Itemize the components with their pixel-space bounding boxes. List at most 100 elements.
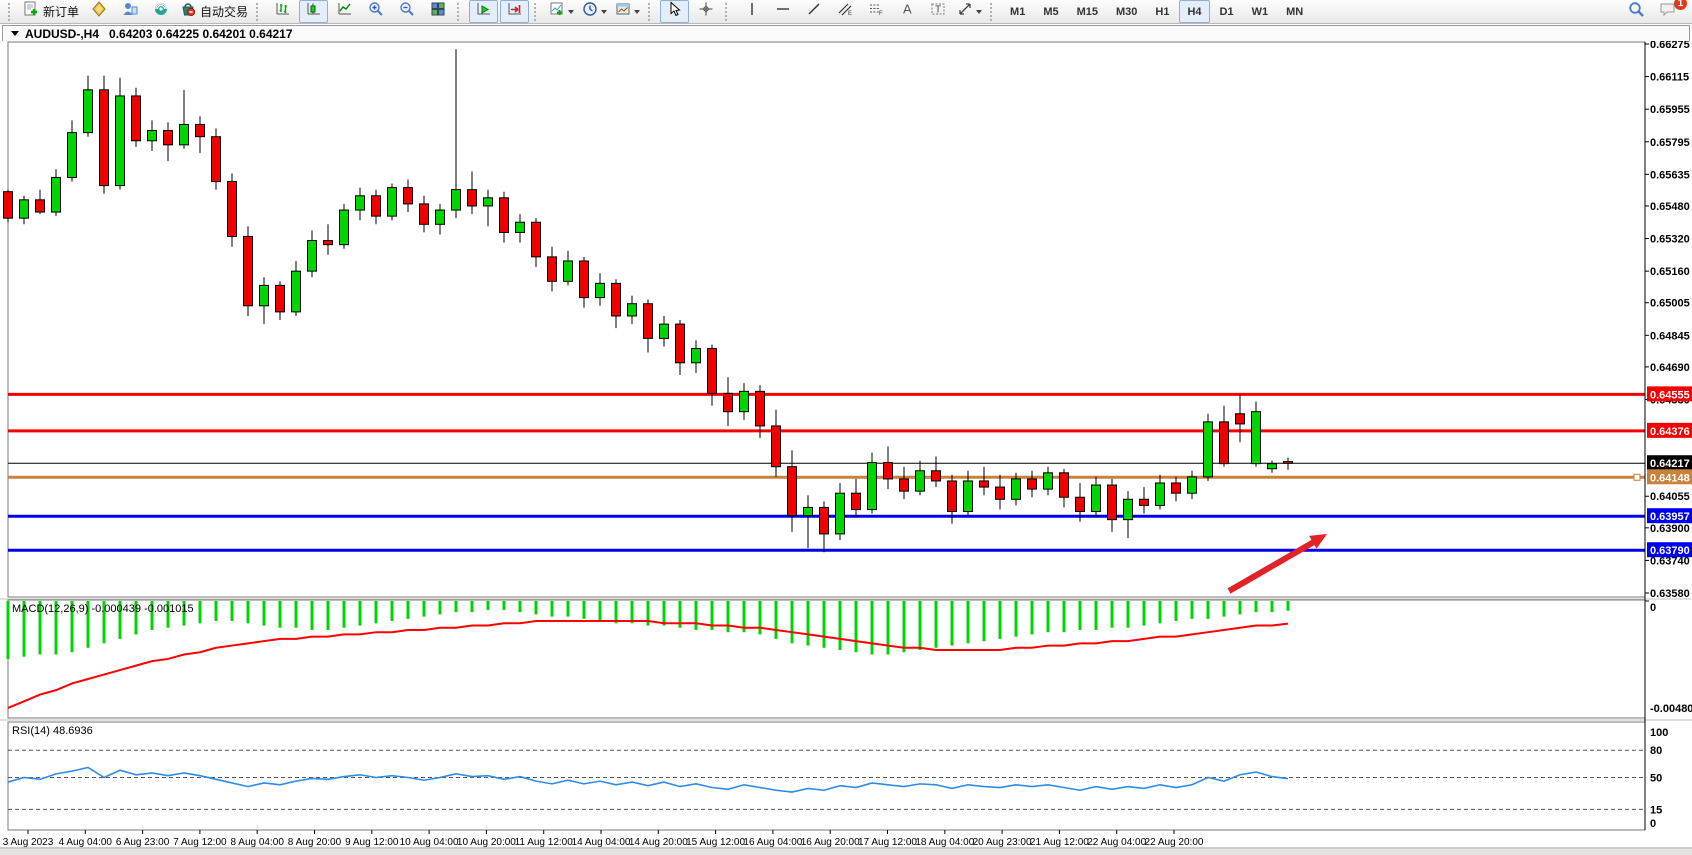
candle-bull[interactable] — [515, 221, 525, 233]
candle-bull[interactable] — [1011, 478, 1021, 500]
tile-windows-button[interactable] — [423, 0, 452, 23]
candle-bull[interactable] — [259, 284, 269, 307]
candle-bull[interactable] — [387, 187, 397, 217]
candle-bull[interactable] — [1267, 463, 1277, 470]
candle-bull[interactable] — [1187, 476, 1197, 494]
candle-bull[interactable] — [355, 195, 365, 211]
candle-bear[interactable] — [499, 197, 509, 233]
candle-bull[interactable] — [147, 130, 157, 142]
trendline-button[interactable] — [799, 0, 828, 23]
candle-bear[interactable] — [3, 191, 13, 219]
chart-canvas[interactable]: 0.66275 0.66115 0.65955 0.65795 0.65635 0.654… — [0, 41, 1692, 855]
candle-bull[interactable] — [19, 199, 29, 219]
autotrading-button[interactable]: 自动交易 — [177, 0, 251, 23]
candle-bull[interactable] — [451, 189, 461, 211]
candle-bear[interactable] — [1235, 413, 1245, 425]
candle-bear[interactable] — [771, 425, 781, 468]
macd-signal-line[interactable] — [7, 620, 1289, 709]
orange-line-handle[interactable] — [1633, 473, 1641, 481]
candle-bull[interactable] — [803, 506, 813, 517]
channel-button[interactable]: E — [830, 0, 859, 23]
macd-panel[interactable] — [7, 599, 1646, 719]
periods-button[interactable] — [579, 0, 610, 23]
candle-bear[interactable] — [275, 284, 285, 313]
candle-bear[interactable] — [1075, 496, 1085, 513]
text-button[interactable]: A — [892, 0, 921, 23]
templates-button[interactable] — [612, 0, 643, 23]
candle-bull[interactable] — [627, 303, 637, 317]
candle-bear[interactable] — [211, 136, 221, 183]
candle-bear[interactable] — [819, 506, 829, 535]
main-panel[interactable] — [7, 41, 1646, 598]
toolbar-grip[interactable] — [990, 2, 997, 21]
fibonacci-button[interactable]: F — [861, 0, 890, 23]
candle-bear[interactable] — [323, 240, 333, 246]
timeframe-button-M30[interactable]: M30 — [1108, 0, 1145, 23]
candle-bear[interactable] — [531, 221, 541, 258]
candle-bear[interactable] — [883, 462, 893, 480]
crosshair-button[interactable] — [691, 0, 720, 23]
indicators-button[interactable] — [546, 0, 577, 23]
candle-bear[interactable] — [467, 189, 477, 207]
candle-bear[interactable] — [419, 203, 429, 225]
indicators-dropdown-caret[interactable] — [568, 9, 575, 14]
candle-bull[interactable] — [595, 282, 605, 299]
candle-bull[interactable] — [963, 480, 973, 513]
candle-bear[interactable] — [163, 130, 173, 146]
candle-bear[interactable] — [1283, 461, 1293, 464]
candle-bear[interactable] — [851, 492, 861, 510]
candle-bull[interactable] — [867, 462, 877, 510]
candle-bull[interactable] — [179, 123, 189, 146]
candle-bear[interactable] — [723, 392, 733, 413]
candle-bull[interactable] — [1043, 472, 1053, 490]
zoom-in-button[interactable] — [361, 0, 390, 23]
candlestick-button[interactable] — [299, 0, 329, 23]
candle-bull[interactable] — [1155, 482, 1165, 506]
candle-bear[interactable] — [579, 260, 589, 299]
candle-bear[interactable] — [947, 480, 957, 513]
candle-bear[interactable] — [931, 470, 941, 482]
candle-bull[interactable] — [1203, 421, 1213, 478]
candle-bear[interactable] — [35, 199, 45, 213]
candle-bull[interactable] — [291, 270, 301, 313]
candle-bull[interactable] — [339, 209, 349, 246]
candle-bear[interactable] — [99, 89, 109, 187]
timeframe-button-M15[interactable]: M15 — [1069, 0, 1106, 23]
timeframe-button-M5[interactable]: M5 — [1035, 0, 1066, 23]
candle-bull[interactable] — [307, 240, 317, 272]
candle-bear[interactable] — [995, 486, 1005, 500]
candle-bull[interactable] — [835, 492, 845, 535]
toolbar-grip[interactable] — [457, 2, 464, 21]
candle-bear[interactable] — [1107, 484, 1117, 521]
templates-dropdown-caret[interactable] — [634, 9, 641, 14]
timeframe-button-H1[interactable]: H1 — [1147, 0, 1177, 23]
timeframe-button-M1[interactable]: M1 — [1002, 0, 1033, 23]
timeframe-button-H4[interactable]: H4 — [1179, 0, 1210, 23]
candle-bear[interactable] — [1027, 478, 1037, 490]
search-button[interactable] — [1622, 0, 1651, 23]
candle-bull[interactable] — [659, 323, 669, 339]
candle-bull[interactable] — [1123, 498, 1133, 521]
candle-bear[interactable] — [1171, 482, 1181, 494]
candle-bear[interactable] — [547, 256, 557, 282]
candle-bull[interactable] — [739, 390, 749, 413]
text-label-button[interactable]: T — [923, 0, 952, 23]
auto-scroll-button[interactable] — [469, 0, 499, 23]
chart-title-bar[interactable]: AUDUSD-,H4 0.64203 0.64225 0.64201 0.642… — [2, 25, 1690, 41]
candle-bear[interactable] — [755, 390, 765, 427]
candle-bear[interactable] — [611, 282, 621, 317]
candle-bull[interactable] — [67, 132, 77, 178]
candle-bull[interactable] — [691, 348, 701, 364]
candle-bull[interactable] — [83, 89, 93, 134]
rsi-panel[interactable] — [7, 721, 1646, 831]
candle-bear[interactable] — [403, 187, 413, 205]
candle-bear[interactable] — [1219, 421, 1229, 465]
signals-button[interactable] — [146, 0, 175, 23]
candle-bear[interactable] — [675, 323, 685, 364]
chart-shift-button[interactable] — [500, 0, 530, 23]
zoom-out-button[interactable] — [392, 0, 421, 23]
market-button[interactable] — [115, 0, 144, 23]
new-order-button[interactable]: 新订单 — [20, 0, 82, 23]
candle-bear[interactable] — [243, 236, 253, 307]
candle-bull[interactable] — [1251, 411, 1261, 465]
